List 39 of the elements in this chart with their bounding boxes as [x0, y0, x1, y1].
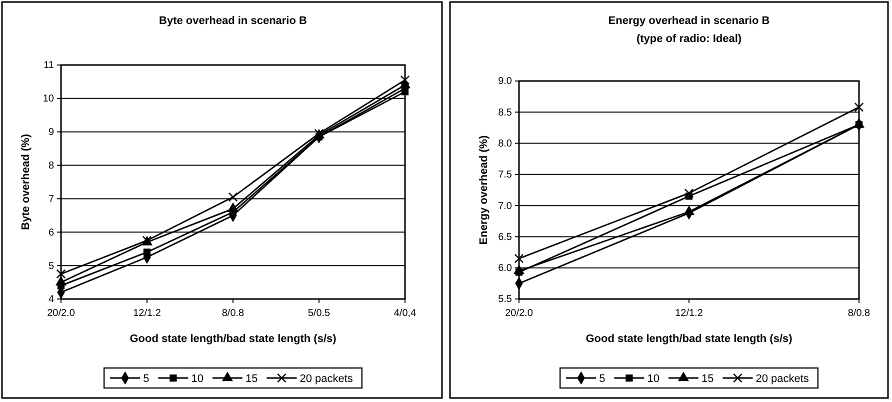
y-axis-title: Energy overhead (%): [478, 134, 490, 245]
y-tick-label: 7.0: [498, 200, 512, 212]
y-tick-label: 7.5: [498, 170, 512, 181]
x-tick-label: 12/1.2: [675, 308, 704, 319]
x-tick-label: 8/0.8: [848, 308, 871, 319]
y-tick-label: 4: [48, 294, 54, 306]
y-tick-label: 5.5: [498, 294, 512, 306]
y-tick-label: 6: [48, 227, 54, 238]
x-tick-label: 5/0.5: [308, 308, 331, 319]
y-tick-label: 6.0: [498, 263, 512, 274]
y-tick-label: 8: [48, 160, 54, 172]
x-axis-title: Good state length/bad state length (s/s): [130, 333, 337, 345]
y-axis-title: Byte overhead (%): [20, 134, 32, 230]
y-tick-label: 6.5: [498, 232, 512, 243]
chart-subtitle: (type of radio: Ideal): [636, 33, 742, 45]
y-tick-label: 9: [48, 127, 54, 138]
chart-title: Byte overhead in scenario B: [159, 15, 308, 27]
legend-label: 20 packets: [756, 373, 810, 385]
x-tick-label: 4/0,4: [394, 308, 417, 319]
legend-label: 20 packets: [300, 373, 354, 385]
legend-label: 5: [599, 373, 606, 385]
x-tick-label: 20/2.0: [505, 308, 534, 319]
y-tick-label: 7: [48, 194, 54, 205]
legend-label: 15: [701, 373, 714, 385]
x-axis-title: Good state length/bad state length (s/s): [586, 333, 793, 345]
x-tick-label: 20/2.0: [47, 308, 76, 319]
legend-label: 5: [143, 373, 150, 385]
x-tick-label: 8/0.8: [222, 308, 245, 319]
y-tick-label: 8.5: [498, 107, 512, 118]
chart-title: Energy overhead in scenario B: [608, 15, 770, 27]
x-tick-label: 12/1.2: [133, 308, 162, 319]
y-tick-label: 10: [42, 94, 54, 105]
y-tick-label: 5: [48, 260, 54, 272]
legend-label: 10: [647, 373, 660, 385]
y-tick-label: 11: [44, 60, 54, 72]
legend-label: 10: [191, 373, 204, 385]
y-tick-label: 9.0: [498, 76, 512, 88]
legend-label: 15: [245, 373, 258, 385]
y-tick-label: 8.0: [498, 138, 512, 150]
